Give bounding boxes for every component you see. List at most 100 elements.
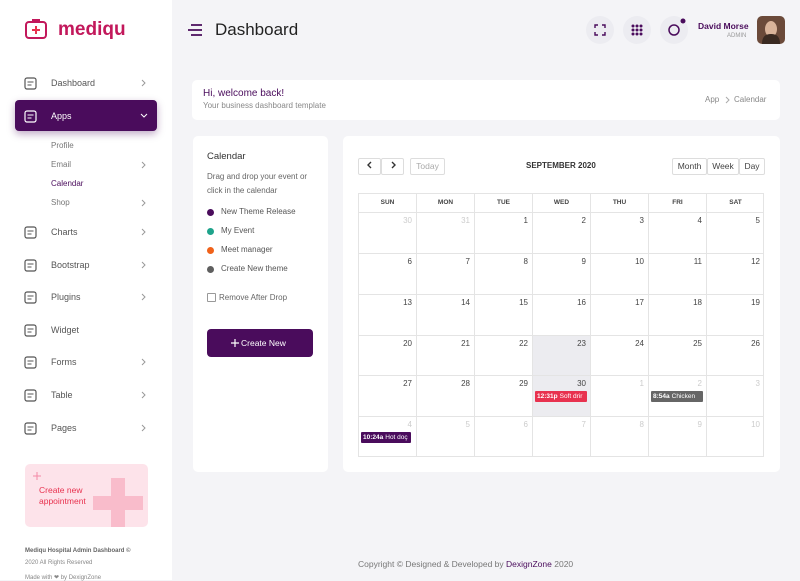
nav-icon — [24, 110, 37, 123]
checkbox-label[interactable]: Remove After Drop — [219, 293, 288, 302]
day-cell[interactable]: 9 — [648, 416, 706, 457]
appointment-text: Create new appointment — [39, 485, 86, 506]
day-cell[interactable]: 4 — [358, 416, 416, 457]
day-cell[interactable]: 9 — [532, 253, 590, 294]
day-cell[interactable]: 17 — [590, 294, 648, 335]
event-time: 10:24a — [363, 434, 384, 441]
day-cell[interactable]: 2 — [532, 212, 590, 253]
sidebar-footer: 2020 All Rights Reserved — [25, 560, 93, 566]
day-cell[interactable]: 24 — [590, 335, 648, 375]
nav-item[interactable]: Plugins — [51, 292, 81, 302]
day-cell[interactable]: 16 — [532, 294, 590, 335]
footer-brand[interactable]: DexignZone — [506, 559, 552, 569]
next-icon — [391, 161, 396, 169]
nav-icon — [24, 259, 37, 272]
create-button[interactable]: Create New — [207, 329, 313, 357]
event-dot — [207, 209, 214, 216]
submenu-item[interactable]: Profile — [51, 141, 74, 150]
weekday-header: WED — [532, 193, 590, 212]
submenu-item[interactable]: Shop — [51, 198, 70, 207]
day-cell[interactable]: 15 — [474, 294, 532, 335]
day-cell[interactable]: 3 — [706, 375, 764, 416]
nav-chevron — [141, 228, 146, 236]
day-cell[interactable]: 20 — [358, 335, 416, 375]
avatar[interactable] — [757, 16, 785, 44]
day-cell[interactable]: 5 — [706, 212, 764, 253]
day-cell[interactable]: 7 — [532, 416, 590, 457]
submenu-item[interactable]: Email — [51, 160, 72, 169]
calendar-event[interactable]: 12:31p Soft drir — [535, 391, 587, 402]
day-cell[interactable]: 29 — [474, 375, 532, 416]
event-label[interactable]: Create New theme — [221, 264, 288, 273]
day-cell[interactable]: 31 — [416, 212, 474, 253]
day-cell[interactable]: 6 — [358, 253, 416, 294]
calendar-event[interactable]: 8:54a Chicken — [651, 391, 703, 402]
day-cell[interactable]: 10 — [706, 416, 764, 457]
day-cell[interactable]: 1 — [590, 375, 648, 416]
day-cell[interactable]: 1 — [474, 212, 532, 253]
day-cell[interactable]: 27 — [358, 375, 416, 416]
day-cell[interactable]: 12 — [706, 253, 764, 294]
event-time: 8:54a — [653, 393, 670, 400]
day-cell[interactable]: 3 — [590, 212, 648, 253]
day-cell[interactable]: 23 — [532, 335, 590, 375]
panel-hint: Drag and drop your event or click in the… — [207, 172, 308, 195]
nav-item[interactable]: Dashboard — [51, 78, 96, 88]
next-button[interactable] — [381, 158, 404, 175]
day-cell[interactable]: 7 — [416, 253, 474, 294]
view-button[interactable]: Day — [739, 158, 765, 175]
day-cell[interactable]: 22 — [474, 335, 532, 375]
event-label[interactable]: My Event — [221, 226, 255, 235]
weekday-header: SAT — [706, 193, 764, 212]
prev-button[interactable] — [358, 158, 381, 175]
menu-toggle[interactable] — [188, 24, 202, 36]
welcome-card: Hi, welcome back! Your business dashboar… — [192, 80, 780, 120]
nav-chevron — [141, 261, 146, 269]
day-cell[interactable]: 25 — [648, 335, 706, 375]
day-cell[interactable]: 8 — [590, 416, 648, 457]
calendar-event[interactable]: 10:24a Hot doç — [361, 432, 411, 443]
submenu-item[interactable]: Calendar — [51, 179, 84, 188]
today-button[interactable]: Today — [410, 158, 445, 175]
event-title: Chicken — [671, 393, 696, 400]
day-cell[interactable]: 21 — [416, 335, 474, 375]
day-cell[interactable]: 30 — [358, 212, 416, 253]
day-cell[interactable]: 2 — [648, 375, 706, 416]
day-cell[interactable]: 8 — [474, 253, 532, 294]
day-cell[interactable]: 13 — [358, 294, 416, 335]
nav-item[interactable]: Forms — [51, 357, 77, 367]
nav-icon — [24, 77, 37, 90]
day-cell[interactable]: 4 — [648, 212, 706, 253]
nav-item[interactable]: Pages — [51, 423, 77, 433]
nav-item[interactable]: Charts — [51, 227, 78, 237]
event-label[interactable]: Meet manager — [221, 245, 273, 254]
checkbox[interactable] — [207, 293, 216, 302]
day-cell[interactable]: 18 — [648, 294, 706, 335]
day-cell[interactable]: 14 — [416, 294, 474, 335]
nav-item[interactable]: Widget — [51, 325, 80, 335]
plus-icon — [231, 339, 239, 347]
nav-item[interactable]: Apps — [51, 111, 72, 121]
day-cell[interactable]: 11 — [648, 253, 706, 294]
day-cell[interactable]: 6 — [474, 416, 532, 457]
day-cell[interactable]: 10 — [590, 253, 648, 294]
logo: mediqu — [58, 19, 126, 40]
event-dot — [207, 228, 214, 235]
day-cell[interactable]: 26 — [706, 335, 764, 375]
breadcrumb[interactable]: App — [705, 95, 720, 104]
view-button[interactable]: Week — [707, 158, 739, 175]
event-label[interactable]: New Theme Release — [221, 207, 296, 216]
day-cell[interactable]: 5 — [416, 416, 474, 457]
nav-item[interactable]: Bootstrap — [51, 260, 90, 270]
day-cell[interactable]: 19 — [706, 294, 764, 335]
view-button[interactable]: Month — [672, 158, 707, 175]
welcome-subtitle: Your business dashboard template — [203, 101, 326, 110]
breadcrumb: Calendar — [734, 95, 767, 104]
event-dot — [207, 266, 214, 273]
sidebar-footer: Made with ❤ by DexignZone — [25, 575, 102, 581]
day-cell[interactable]: 28 — [416, 375, 474, 416]
appointment-card[interactable]: Create new appointment — [25, 464, 148, 527]
header-icons[interactable] — [585, 15, 695, 45]
sidebar: mediqu Create new appointment Mediqu Hos… — [0, 0, 172, 581]
nav-item[interactable]: Table — [51, 390, 73, 400]
